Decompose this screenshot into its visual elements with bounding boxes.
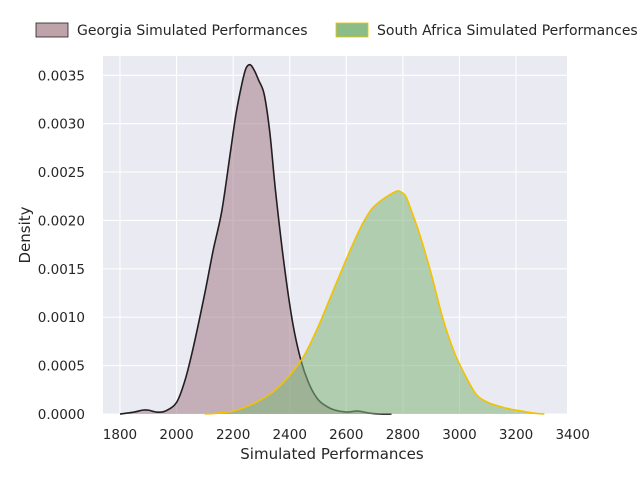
y-tick-label: 0.0025 (38, 165, 85, 181)
series-layer (119, 63, 545, 415)
density-line-south-africa (204, 190, 545, 415)
x-axis-title: Simulated Performances (240, 445, 424, 463)
x-tick-label: 3400 (555, 427, 589, 443)
x-tick-label: 1800 (103, 427, 137, 443)
density-area-georgia (119, 64, 392, 415)
x-tick-label: 2800 (386, 427, 420, 443)
x-tick-label: 2600 (329, 427, 363, 443)
legend-swatch-south-africa (335, 22, 369, 38)
y-tick-label: 0.0020 (38, 213, 85, 229)
density-area-south-africa (204, 190, 545, 414)
x-tick-label: 2200 (216, 427, 250, 443)
legend-item-georgia: Georgia Simulated Performances (35, 22, 308, 39)
y-tick-label: 0.0015 (38, 262, 85, 278)
legend-swatch-georgia (35, 22, 69, 38)
x-tick-label: 2400 (273, 427, 307, 443)
x-tick-label: 3000 (442, 427, 476, 443)
y-tick-label: 0.0000 (38, 407, 85, 423)
y-tick-label: 0.0030 (38, 117, 85, 133)
x-tick-label: 3200 (499, 427, 533, 443)
y-tick-label: 0.0010 (38, 310, 85, 326)
y-tick-labels: 0.0000 0.0005 0.0010 0.0015 0.0020 0.0025 0.00… (38, 68, 85, 423)
y-axis-title: Density (16, 206, 34, 263)
y-tick-label: 0.0035 (38, 68, 85, 84)
legend-item-south-africa: South Africa Simulated Performances (335, 22, 638, 39)
x-tick-labels: 1800 2000 2200 2400 2600 2800 3000 3200 3400 (103, 427, 590, 443)
legend-label-south-africa: South Africa Simulated Performances (377, 23, 638, 39)
x-tick-label: 2000 (159, 427, 193, 443)
legend-label-georgia: Georgia Simulated Performances (77, 23, 308, 39)
legend: Georgia Simulated Performances South Afr… (35, 22, 638, 39)
y-tick-label: 0.0005 (38, 359, 85, 375)
